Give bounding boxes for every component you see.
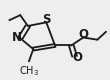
Text: N: N — [11, 31, 21, 44]
Text: O: O — [72, 50, 82, 64]
Text: CH$_3$: CH$_3$ — [19, 64, 39, 78]
Text: O: O — [79, 28, 89, 42]
Text: S: S — [43, 13, 51, 26]
